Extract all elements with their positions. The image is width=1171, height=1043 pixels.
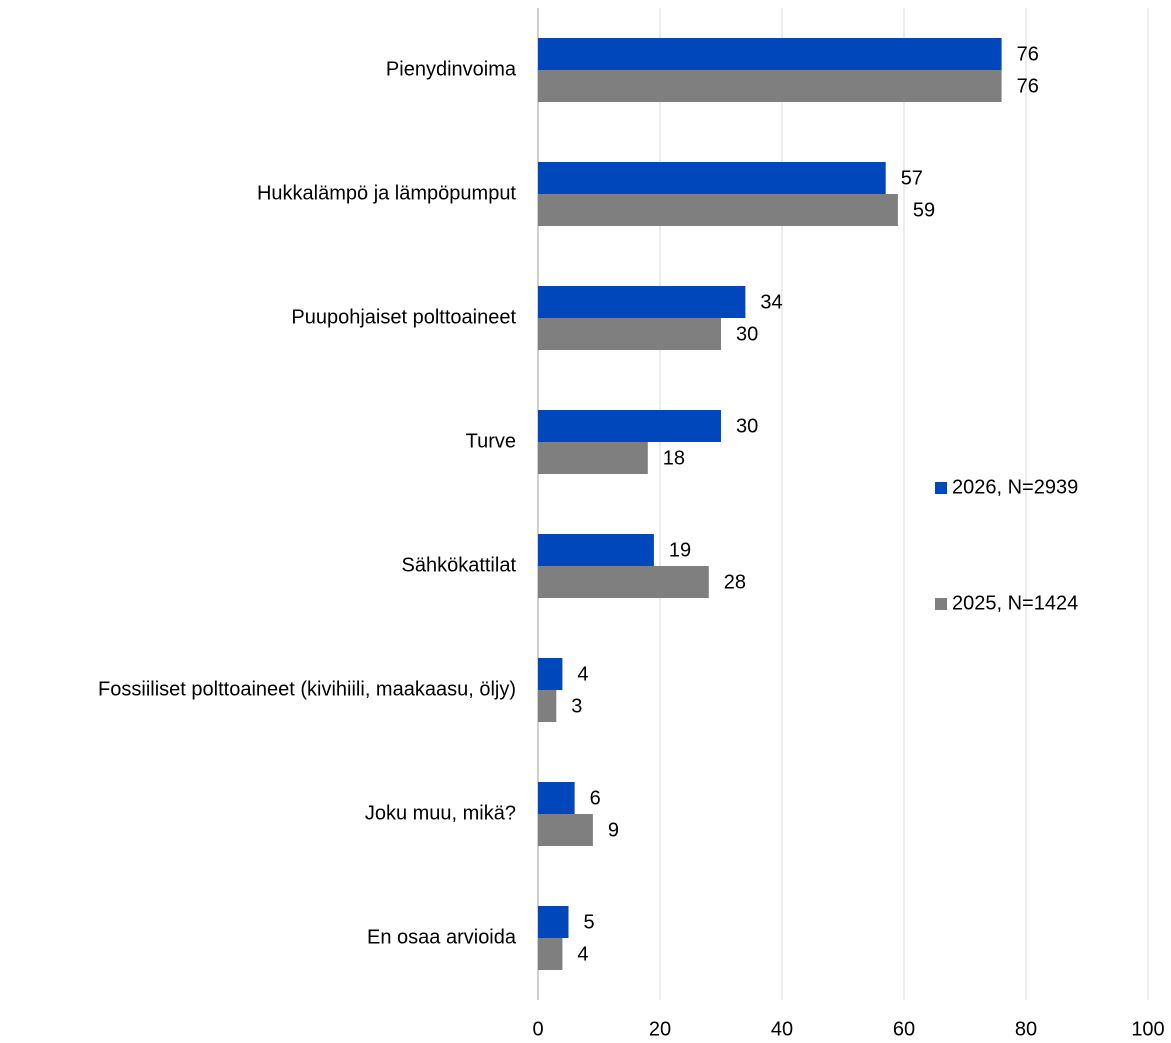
y-tick-label: Pienydinvoima	[386, 58, 517, 80]
data-label: 59	[913, 199, 935, 221]
data-label: 9	[608, 819, 619, 841]
data-label: 5	[584, 911, 595, 933]
data-label: 19	[669, 539, 691, 561]
bar	[538, 162, 886, 194]
data-label: 28	[724, 571, 746, 593]
bar	[538, 566, 709, 598]
data-label: 76	[1017, 43, 1039, 65]
y-tick-label: Hukkalämpö ja lämpöpumput	[257, 182, 516, 204]
bar	[538, 410, 721, 442]
data-label: 34	[760, 291, 782, 313]
bar	[538, 286, 746, 318]
legend-label: 2025, N=1424	[952, 592, 1078, 614]
bar	[538, 442, 648, 474]
data-label: 76	[1017, 75, 1039, 97]
y-tick-label: Sähkökattilat	[401, 554, 516, 576]
bar	[538, 194, 898, 226]
x-tick-label: 80	[1015, 1018, 1037, 1040]
x-tick-label: 20	[649, 1018, 671, 1040]
bar	[538, 658, 563, 690]
bar	[538, 906, 569, 938]
bar	[538, 814, 593, 846]
bar	[538, 782, 575, 814]
bar	[538, 690, 557, 722]
y-tick-label: Turve	[466, 430, 516, 452]
bar	[538, 70, 1002, 102]
y-tick-label: Puupohjaiset polttoaineet	[291, 306, 516, 328]
bar	[538, 938, 563, 970]
x-tick-label: 100	[1131, 1018, 1164, 1040]
data-label: 4	[577, 663, 588, 685]
y-tick-label: Fossiiliset polttoaineet (kivihiili, maa…	[98, 678, 516, 700]
data-label: 30	[736, 415, 758, 437]
x-tick-label: 0	[532, 1018, 543, 1040]
x-tick-label: 40	[771, 1018, 793, 1040]
data-label: 18	[663, 447, 685, 469]
y-tick-label: En osaa arvioida	[367, 926, 517, 948]
bar	[538, 318, 721, 350]
data-label: 57	[901, 167, 923, 189]
x-tick-label: 60	[893, 1018, 915, 1040]
bar	[538, 38, 1002, 70]
bar	[538, 534, 654, 566]
data-label: 30	[736, 323, 758, 345]
data-label: 3	[571, 695, 582, 717]
data-label: 4	[577, 943, 588, 965]
data-label: 6	[590, 787, 601, 809]
legend-label: 2026, N=2939	[952, 476, 1078, 498]
y-tick-label: Joku muu, mikä?	[365, 802, 516, 824]
legend-marker	[935, 598, 947, 610]
legend-marker	[935, 482, 947, 494]
